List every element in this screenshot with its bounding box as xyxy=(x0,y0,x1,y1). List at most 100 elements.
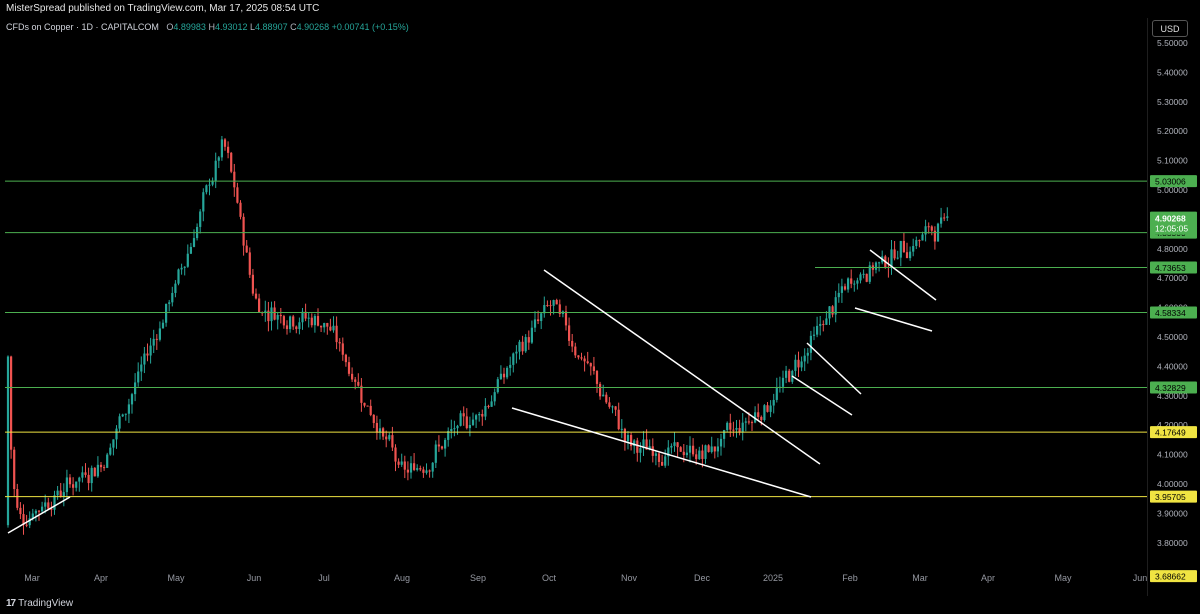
candle[interactable] xyxy=(444,437,447,457)
candle[interactable] xyxy=(630,432,633,451)
candle[interactable] xyxy=(289,315,292,333)
candle[interactable] xyxy=(242,213,245,256)
candle[interactable] xyxy=(878,261,881,272)
candle[interactable] xyxy=(636,437,639,462)
candle[interactable] xyxy=(189,242,192,255)
candle[interactable] xyxy=(251,268,254,296)
candle[interactable] xyxy=(202,188,205,222)
candle[interactable] xyxy=(130,392,134,414)
candle[interactable] xyxy=(543,296,546,318)
candle[interactable] xyxy=(192,229,196,248)
candle[interactable] xyxy=(828,305,831,326)
candle[interactable] xyxy=(233,163,236,197)
candle[interactable] xyxy=(276,311,279,330)
candle[interactable] xyxy=(90,465,93,492)
candle[interactable] xyxy=(617,402,620,431)
candle[interactable] xyxy=(158,321,161,342)
candle[interactable] xyxy=(856,277,859,290)
candle[interactable] xyxy=(515,345,518,364)
candle[interactable] xyxy=(239,200,242,220)
candle[interactable] xyxy=(716,438,719,458)
candle[interactable] xyxy=(279,307,282,324)
candle[interactable] xyxy=(921,231,924,241)
candle[interactable] xyxy=(806,348,809,364)
candle[interactable] xyxy=(186,244,189,268)
candle[interactable] xyxy=(205,184,208,195)
candle[interactable] xyxy=(465,408,468,430)
candle[interactable] xyxy=(490,395,493,407)
candle[interactable] xyxy=(447,427,450,447)
candle[interactable] xyxy=(506,366,509,380)
candle[interactable] xyxy=(351,367,354,383)
candle[interactable] xyxy=(561,310,564,318)
candle[interactable] xyxy=(332,316,335,333)
candle[interactable] xyxy=(236,182,239,204)
candle[interactable] xyxy=(78,476,81,492)
candle[interactable] xyxy=(6,355,10,528)
candle[interactable] xyxy=(701,444,704,468)
candle[interactable] xyxy=(608,397,611,409)
candle[interactable] xyxy=(797,351,800,377)
candle[interactable] xyxy=(484,398,487,421)
candle[interactable] xyxy=(72,477,75,496)
candle[interactable] xyxy=(741,413,744,441)
candle[interactable] xyxy=(316,308,320,327)
candle[interactable] xyxy=(282,314,285,329)
candle[interactable] xyxy=(744,417,747,432)
candle[interactable] xyxy=(347,356,351,377)
candle[interactable] xyxy=(654,450,657,466)
candle[interactable] xyxy=(496,376,499,394)
candle[interactable] xyxy=(859,272,862,284)
candle[interactable] xyxy=(394,444,397,472)
candle[interactable] xyxy=(750,420,754,432)
candle[interactable] xyxy=(781,370,785,393)
candle[interactable] xyxy=(183,266,186,276)
candle[interactable] xyxy=(338,338,341,352)
candle[interactable] xyxy=(106,452,109,468)
candle[interactable] xyxy=(50,501,53,517)
candle[interactable] xyxy=(301,308,304,330)
candle[interactable] xyxy=(729,413,732,438)
candle[interactable] xyxy=(121,413,124,418)
trendline-1[interactable] xyxy=(543,269,821,465)
candle[interactable] xyxy=(115,425,118,449)
candle[interactable] xyxy=(592,356,595,375)
candle[interactable] xyxy=(295,325,298,334)
candle[interactable] xyxy=(558,299,561,318)
candle[interactable] xyxy=(155,334,158,350)
candle[interactable] xyxy=(456,424,459,435)
candle[interactable] xyxy=(310,313,313,328)
candle[interactable] xyxy=(453,420,456,437)
candle[interactable] xyxy=(580,352,583,361)
candle[interactable] xyxy=(419,465,422,472)
price-axis[interactable]: 3.80000 3.90000 4.00000 4.10000 4.20000 4.300… xyxy=(1147,18,1200,596)
candle[interactable] xyxy=(344,353,347,367)
candle[interactable] xyxy=(819,315,822,336)
candle[interactable] xyxy=(509,356,512,376)
candle[interactable] xyxy=(127,398,130,424)
candle[interactable] xyxy=(552,299,555,315)
currency-button[interactable]: USD xyxy=(1152,20,1188,37)
candle[interactable] xyxy=(555,298,558,305)
candle[interactable] xyxy=(372,414,375,429)
candle[interactable] xyxy=(540,312,543,330)
candle[interactable] xyxy=(450,419,453,439)
candle[interactable] xyxy=(124,413,127,421)
candle[interactable] xyxy=(518,339,521,360)
candle[interactable] xyxy=(44,494,47,514)
candle[interactable] xyxy=(34,509,37,522)
candle[interactable] xyxy=(905,242,909,259)
candle[interactable] xyxy=(769,400,772,418)
candle[interactable] xyxy=(267,301,270,332)
candle[interactable] xyxy=(161,319,165,329)
candle[interactable] xyxy=(924,219,927,242)
candle[interactable] xyxy=(341,337,344,361)
trendline-6[interactable] xyxy=(854,307,933,332)
candle[interactable] xyxy=(403,455,406,479)
candle[interactable] xyxy=(623,427,626,451)
candle[interactable] xyxy=(75,481,78,492)
candle[interactable] xyxy=(165,303,168,327)
candle[interactable] xyxy=(425,463,428,475)
candle[interactable] xyxy=(871,262,874,277)
candle[interactable] xyxy=(642,431,645,457)
